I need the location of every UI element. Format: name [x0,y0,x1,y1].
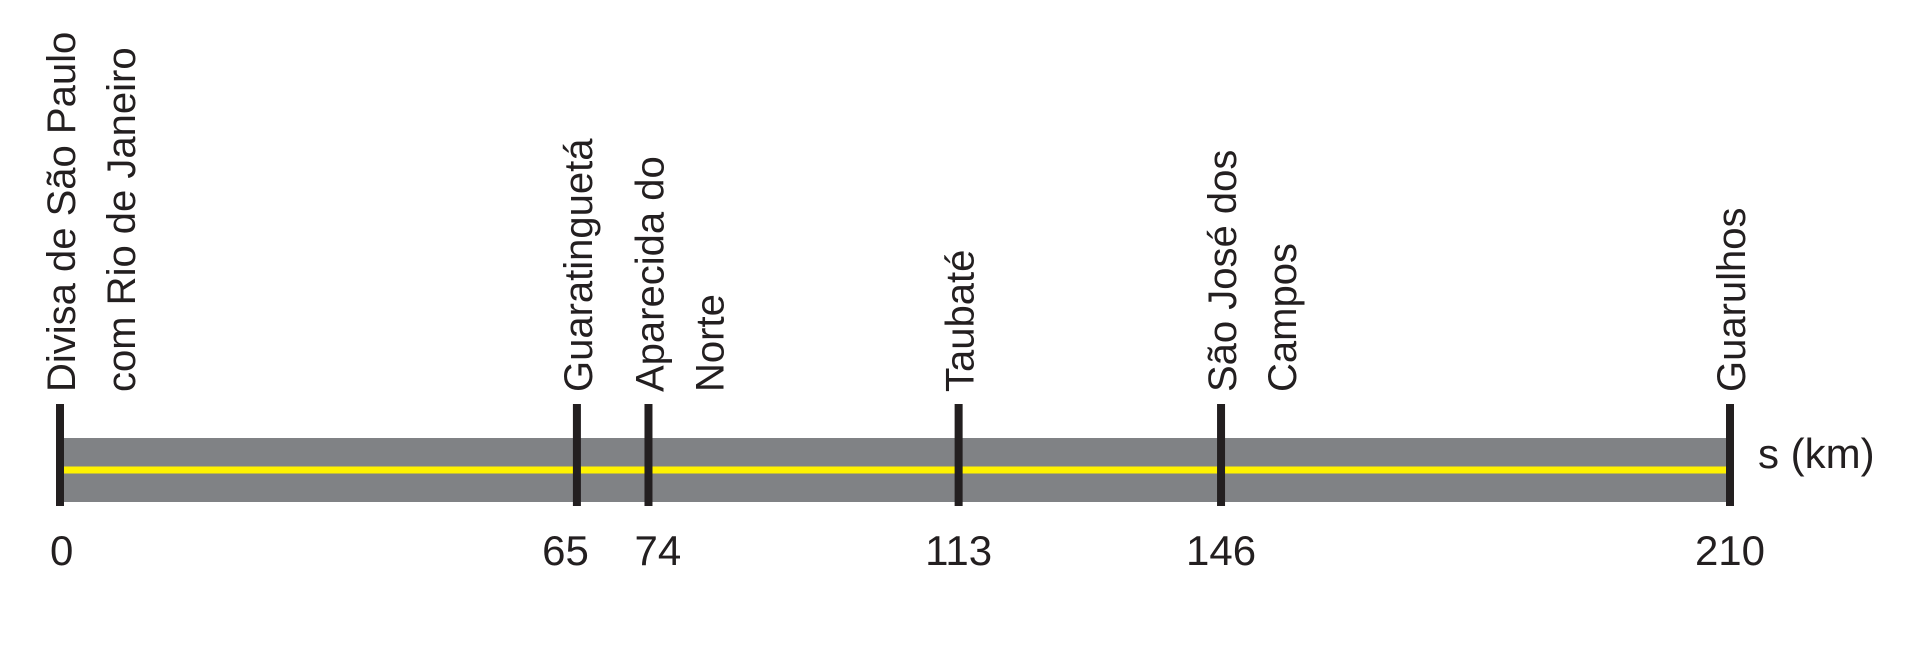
km-marker-0 [56,404,64,506]
markers-group [56,404,1734,506]
city-name-146: São José dos Campos [1201,150,1305,392]
city-names-group: Divisa de São Paulo com Rio de Janeiro Gua… [40,32,1754,392]
km-value-65: 65 [542,527,589,574]
city-name-74: Aparecida do Norte [628,156,732,392]
km-marker-113 [954,404,963,506]
axis-label: s (km) [1758,430,1875,477]
city-name-line: São José dos [1201,150,1245,392]
km-value-113: 113 [925,527,992,574]
city-name-line: Guarulhos [1710,207,1754,392]
km-value-146: 146 [1186,527,1256,574]
km-value-74: 74 [634,527,681,574]
city-name-line: Norte [688,294,732,392]
km-value-210: 210 [1695,527,1765,574]
km-values-group: 0 65 74 113 146 210 [50,527,1765,574]
city-name-line: Divisa de São Paulo [40,32,84,392]
km-marker-210 [1726,404,1734,506]
km-marker-65 [572,404,581,506]
city-name-line: Taubaté [939,250,983,392]
city-name-line: com Rio de Janeiro [100,47,144,392]
city-name-65: Guaratinguetá [557,138,601,392]
city-name-113: Taubaté [939,250,983,392]
city-name-0: Divisa de São Paulo com Rio de Janeiro [40,32,144,392]
city-name-line: Guaratinguetá [557,138,601,392]
city-name-210: Guarulhos [1710,207,1754,392]
city-name-line: Aparecida do [628,156,672,392]
city-name-line: Campos [1261,243,1305,392]
km-value-0: 0 [50,527,73,574]
km-marker-74 [644,404,653,506]
km-marker-146 [1217,404,1226,506]
